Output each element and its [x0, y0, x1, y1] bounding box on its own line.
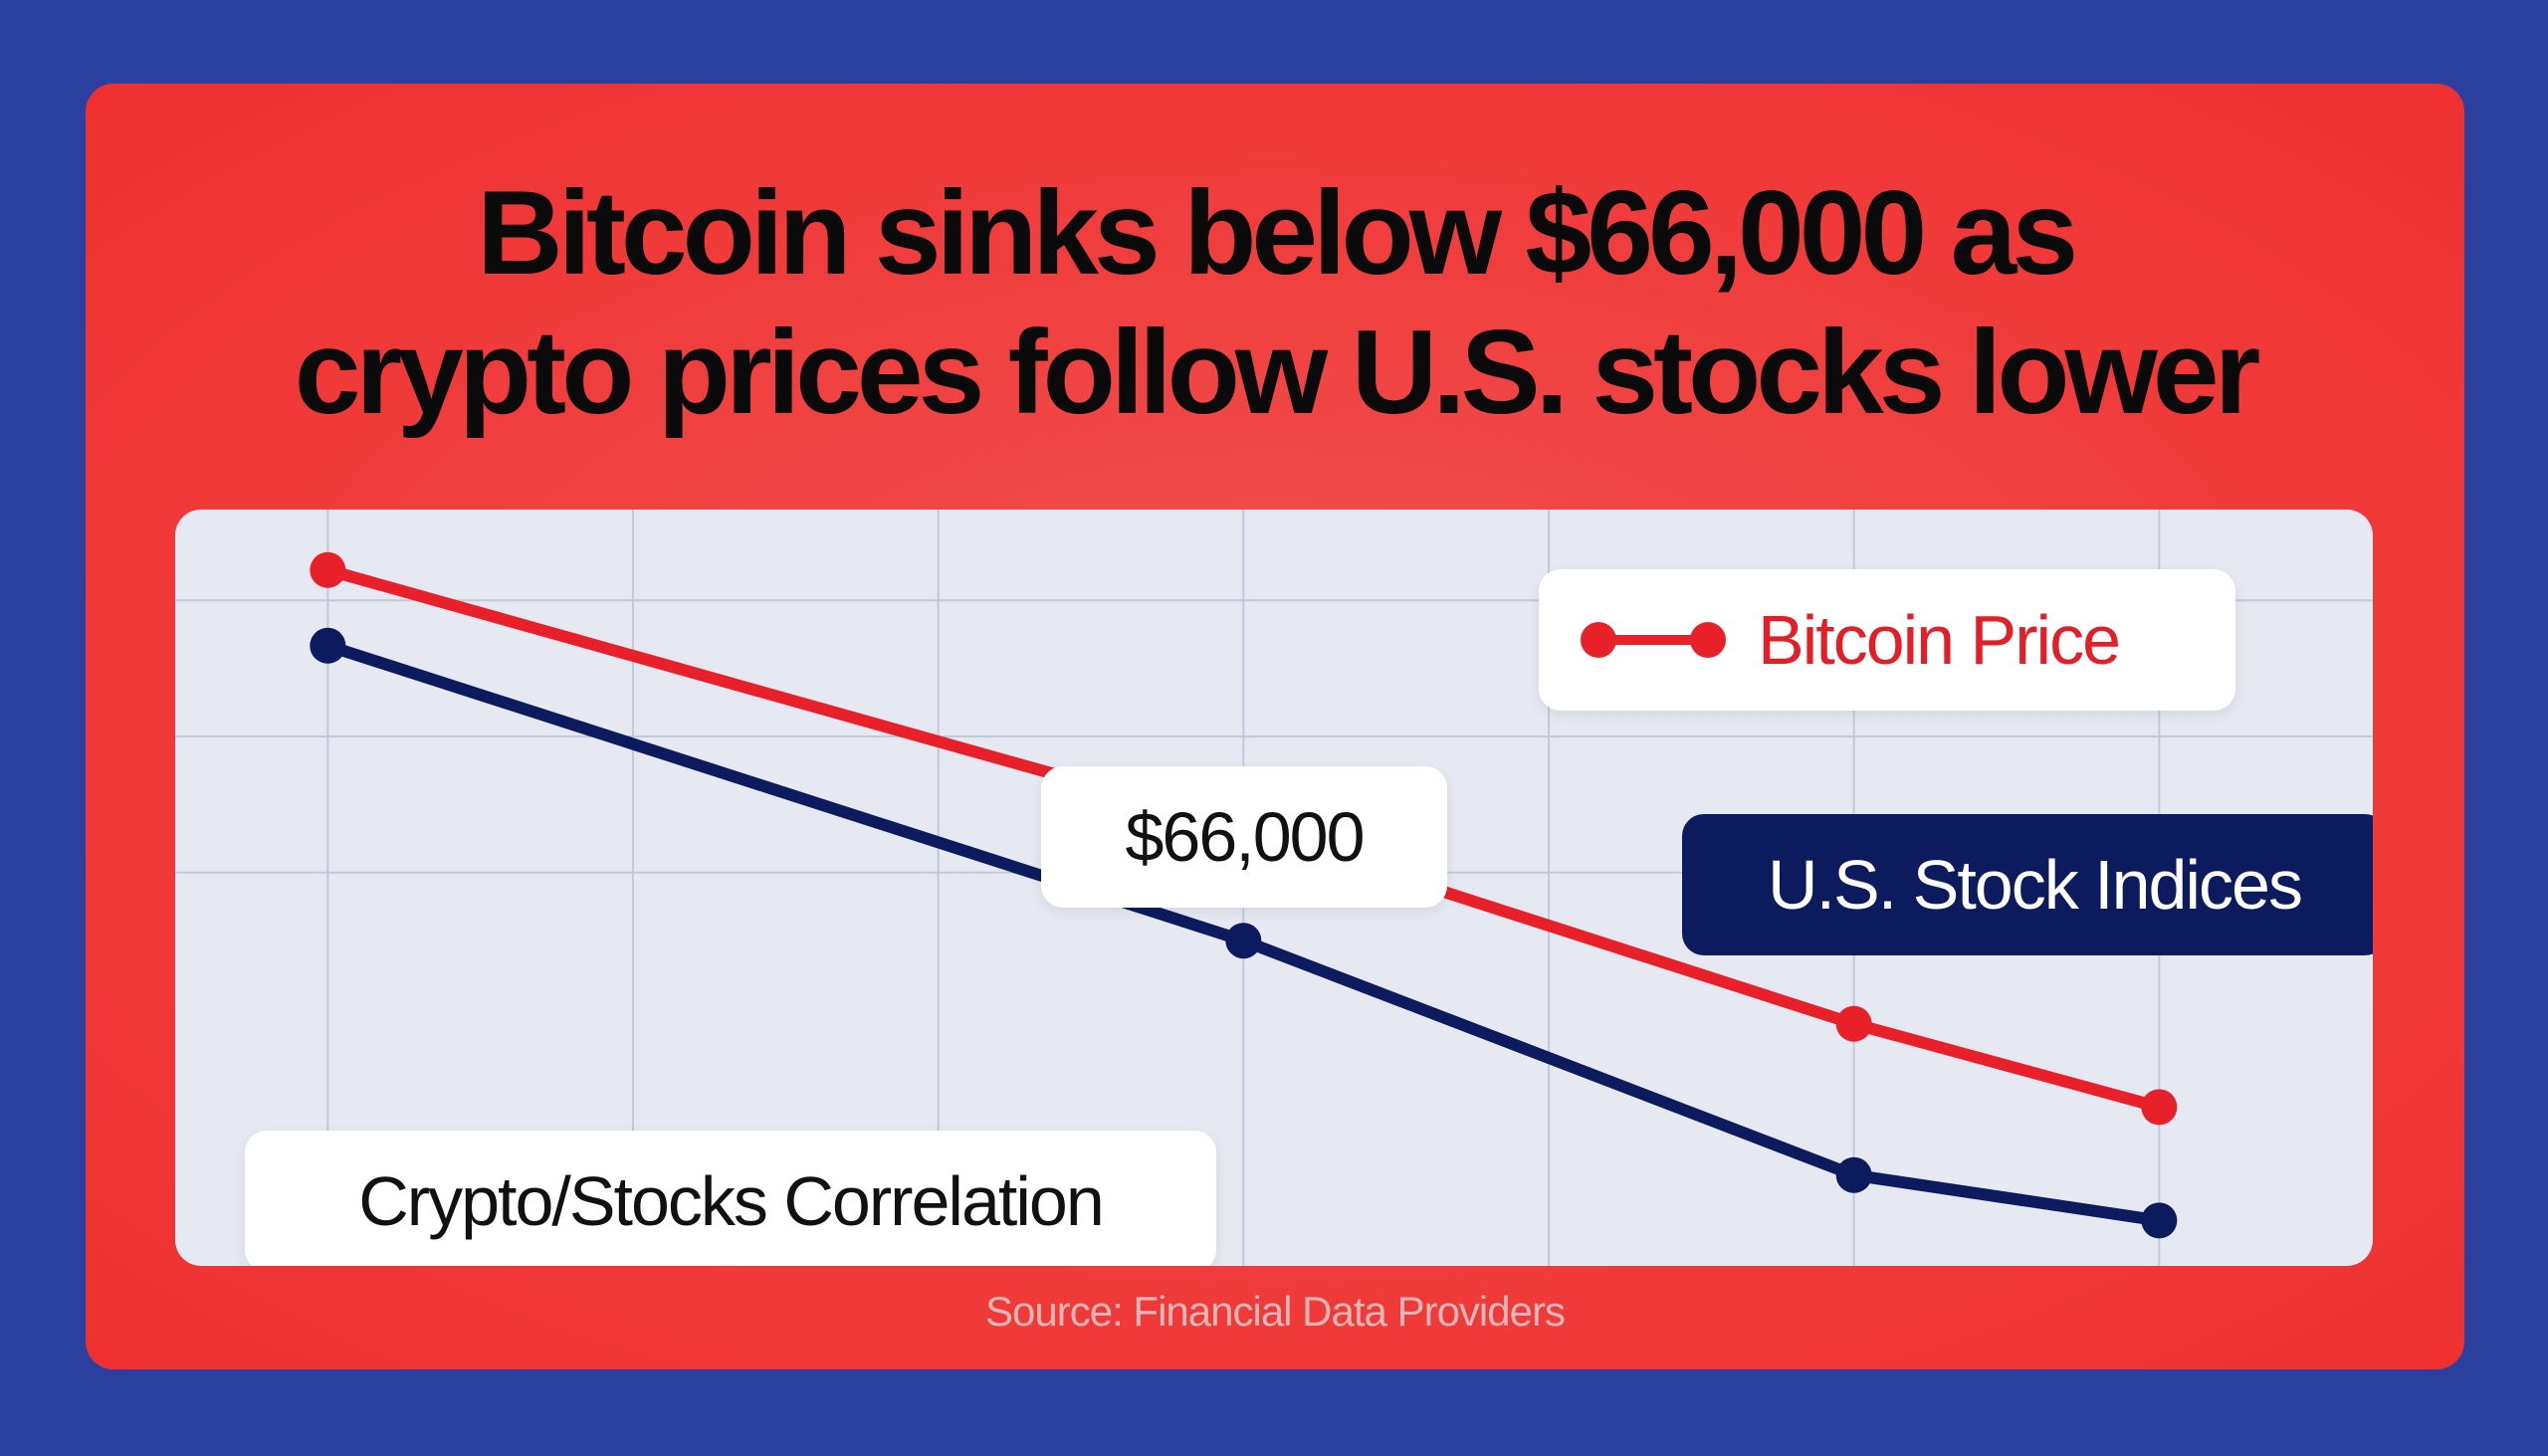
- chart-plot-area: Bitcoin Price $66,000 U.S. Stock Indices…: [175, 510, 2373, 1266]
- stocks-series-label: U.S. Stock Indices: [1682, 814, 2373, 955]
- stocks-series-line: [325, 640, 2161, 1227]
- bitcoin-data-point: [310, 551, 346, 588]
- legend-line-icon: [1581, 622, 1726, 658]
- legend: Bitcoin Price: [1539, 569, 2235, 711]
- headline-card: Bitcoin sinks below $66,000 as crypto pr…: [86, 84, 2464, 1369]
- headline-line-2: crypto prices follow U.S. stocks lower: [294, 306, 2261, 439]
- stocks-data-point: [1225, 923, 1262, 959]
- headline-line-1: Bitcoin sinks below $66,000 as: [476, 166, 2078, 300]
- stocks-data-point: [1835, 1156, 1872, 1193]
- source-note: Source: Financial Data Providers: [985, 1288, 1566, 1335]
- stocks-data-point: [2141, 1202, 2178, 1239]
- legend-label-bitcoin: Bitcoin Price: [1758, 601, 2121, 679]
- bitcoin-data-point: [2141, 1089, 2178, 1126]
- bitcoin-data-point: [1835, 1005, 1872, 1042]
- price-callout: $66,000: [1041, 766, 1447, 908]
- correlation-label: Crypto/Stocks Correlation: [245, 1131, 1216, 1266]
- bitcoin-legend-swatch: [1579, 620, 1728, 660]
- stocks-data-point: [310, 627, 346, 664]
- bitcoin-series-line: [325, 564, 2161, 1114]
- headline: Bitcoin sinks below $66,000 as crypto pr…: [86, 163, 2464, 442]
